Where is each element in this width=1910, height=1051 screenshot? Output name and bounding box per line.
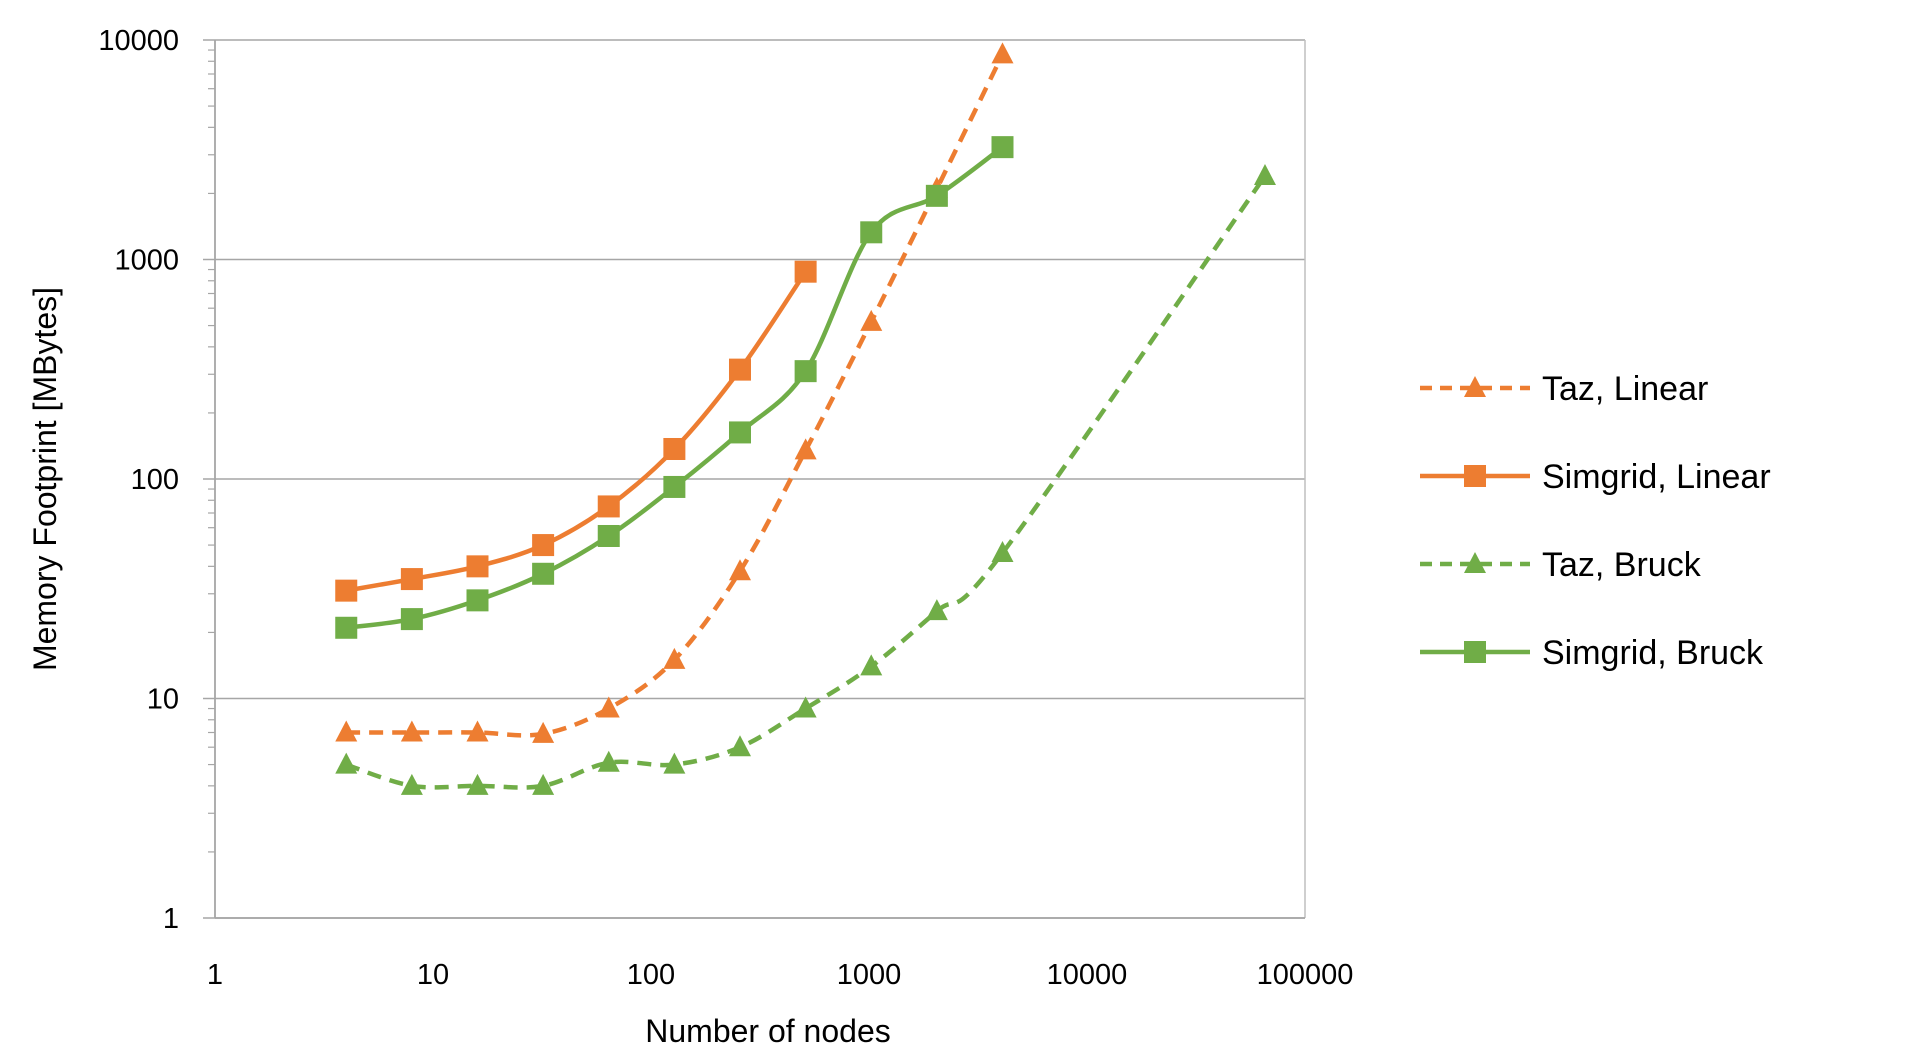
data-point-simgrid-bruck: [597, 524, 620, 547]
data-point-simgrid-linear: [663, 437, 686, 460]
x-tick-label: 1000: [837, 959, 902, 991]
data-point-taz-bruck: [860, 654, 883, 676]
data-point-taz-bruck: [925, 599, 948, 621]
y-tick-label: 1000: [114, 245, 179, 277]
x-tick-label: 100: [627, 959, 675, 991]
series-line-taz-linear: [346, 53, 1005, 738]
data-point-simgrid-bruck: [991, 136, 1014, 159]
legend-marker-simgrid-linear: [1464, 465, 1486, 487]
data-point-taz-linear: [466, 720, 489, 742]
data-point-taz-bruck: [466, 773, 489, 795]
series-simgrid-linear: [335, 260, 817, 602]
legend-entry-taz-linear: Taz, Linear: [1420, 370, 1708, 408]
legend-label-taz-bruck: Taz, Bruck: [1542, 546, 1702, 584]
data-point-taz-bruck: [728, 735, 751, 757]
y-tick-label: 1: [163, 903, 179, 935]
y-tick-label: 10: [147, 684, 179, 716]
data-point-taz-bruck: [663, 752, 686, 774]
y-minor-ticks: [208, 49, 215, 853]
data-point-taz-bruck: [991, 541, 1014, 563]
data-point-simgrid-bruck: [532, 562, 555, 585]
data-point-simgrid-linear: [532, 534, 555, 557]
legend-marker-taz-bruck: [1464, 552, 1486, 573]
y-tick-label: 100: [131, 464, 179, 496]
series-taz-linear: [335, 42, 1014, 743]
data-point-simgrid-bruck: [335, 616, 358, 639]
series-line-simgrid-bruck: [345, 145, 1004, 631]
x-tick-labels: 1 10 100 1000 10000 100000: [207, 959, 1353, 991]
x-tick-label: 10: [417, 959, 449, 991]
data-point-taz-bruck: [597, 750, 620, 772]
y-tick-label: 10000: [98, 25, 179, 57]
legend-entry-simgrid-bruck: Simgrid, Bruck: [1420, 634, 1764, 672]
data-point-taz-linear: [663, 647, 686, 669]
data-point-taz-linear: [991, 42, 1014, 64]
data-point-simgrid-bruck: [860, 221, 883, 244]
data-point-simgrid-linear: [466, 555, 489, 578]
legend-marker-taz-linear: [1464, 376, 1486, 397]
legend-label-simgrid-bruck: Simgrid, Bruck: [1542, 634, 1764, 672]
data-point-taz-linear: [794, 438, 817, 460]
data-point-simgrid-bruck: [925, 184, 948, 207]
series-taz-bruck: [335, 164, 1276, 795]
x-axis-title: Number of nodes: [645, 1013, 890, 1049]
x-tick-label: 1: [207, 959, 223, 991]
data-point-simgrid-bruck: [728, 421, 751, 444]
legend-marker-simgrid-bruck: [1464, 641, 1486, 663]
legend-label-taz-linear: Taz, Linear: [1542, 370, 1708, 408]
data-point-simgrid-linear: [400, 568, 423, 591]
gridlines: [215, 39, 1305, 919]
axes: [203, 39, 1306, 919]
series-simgrid-bruck: [335, 136, 1014, 639]
data-point-simgrid-linear: [794, 260, 817, 283]
x-tick-label: 100000: [1257, 959, 1354, 991]
legend-entry-simgrid-linear: Simgrid, Linear: [1420, 458, 1771, 496]
data-point-simgrid-bruck: [794, 360, 817, 383]
data-point-simgrid-linear: [597, 495, 620, 518]
data-point-simgrid-bruck: [663, 475, 686, 498]
data-point-taz-linear: [597, 696, 620, 718]
legend: Taz, Linear Simgrid, Linear Taz, Bruck Simg…: [1420, 370, 1771, 672]
data-point-taz-linear: [728, 559, 751, 581]
data-point-taz-bruck: [532, 773, 555, 795]
data-point-simgrid-linear: [335, 579, 358, 602]
data-point-simgrid-bruck: [400, 608, 423, 631]
data-point-taz-bruck: [400, 773, 423, 795]
data-point-taz-linear: [335, 720, 358, 742]
x-tick-label: 10000: [1047, 959, 1128, 991]
data-point-simgrid-linear: [728, 358, 751, 381]
series-layer: [335, 42, 1276, 795]
data-point-taz-linear: [400, 720, 423, 742]
data-point-taz-bruck: [335, 752, 358, 774]
data-point-taz-bruck: [794, 696, 817, 718]
data-point-taz-linear: [532, 721, 555, 743]
data-point-taz-linear: [860, 309, 883, 331]
y-axis-title: Memory Footprint [MBytes]: [27, 287, 63, 671]
data-point-taz-bruck: [1253, 164, 1276, 186]
series-line-taz-bruck: [345, 174, 1267, 790]
y-tick-labels: 1 10 100 1000 10000: [98, 25, 179, 935]
data-point-simgrid-bruck: [466, 589, 489, 612]
legend-entry-taz-bruck: Taz, Bruck: [1420, 546, 1702, 584]
legend-label-simgrid-linear: Simgrid, Linear: [1542, 458, 1771, 496]
